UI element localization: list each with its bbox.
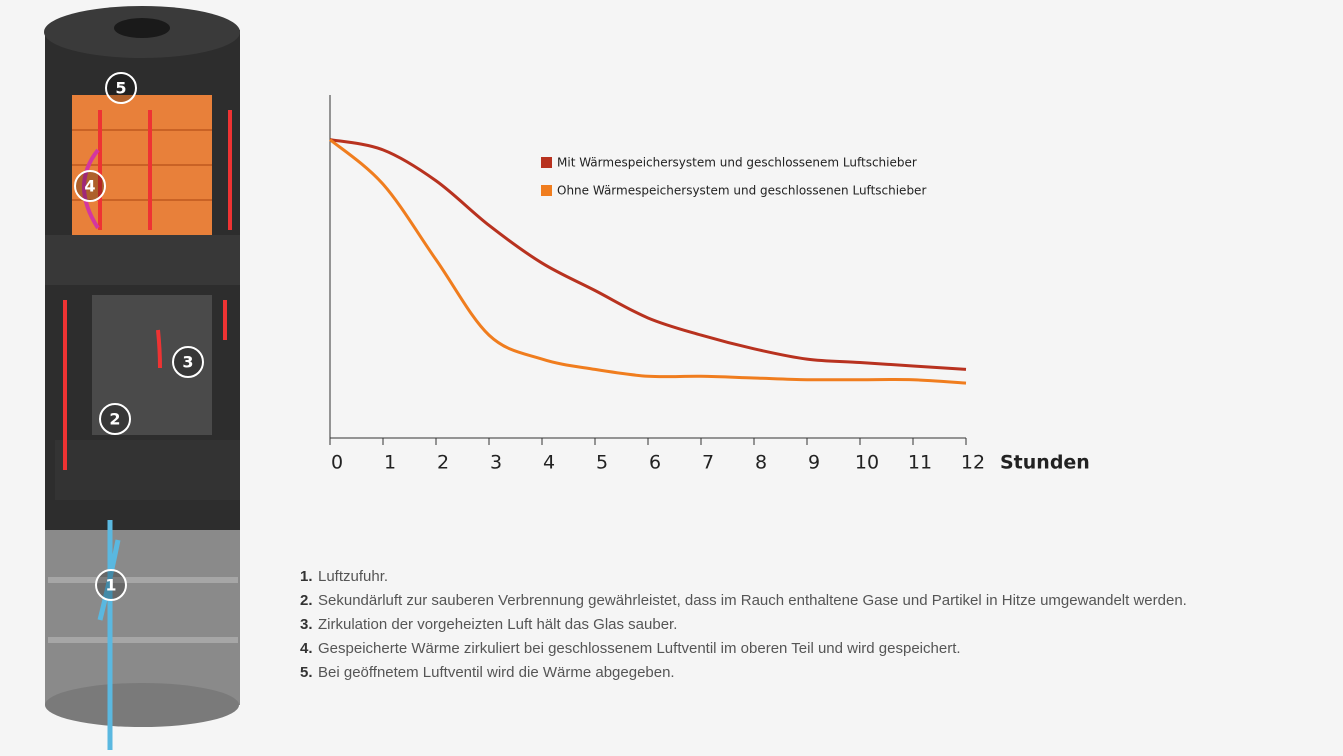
x-tick-label: 2 xyxy=(437,452,449,474)
x-tick-label: 8 xyxy=(755,452,767,474)
page: 123450123456789101112StundenMit Wärmespe… xyxy=(0,0,1343,756)
x-tick-label: 4 xyxy=(543,452,555,474)
note-number: 3. xyxy=(300,613,318,637)
legend-label: Mit Wärmespeichersystem und geschlossene… xyxy=(557,156,917,170)
x-tick-label: 9 xyxy=(808,452,820,474)
stove-marker-label: 2 xyxy=(109,410,120,429)
notes-list: 1.Luftzufuhr.2.Sekundärluft zur sauberen… xyxy=(300,565,1260,685)
x-tick-label: 12 xyxy=(961,452,985,474)
x-tick-label: 3 xyxy=(490,452,502,474)
stove-marker-label: 3 xyxy=(182,353,193,372)
stove-marker-label: 1 xyxy=(105,576,116,595)
note-number: 1. xyxy=(300,565,318,589)
stove-marker-label: 5 xyxy=(115,79,126,98)
note-number: 4. xyxy=(300,637,318,661)
stove xyxy=(44,6,240,750)
legend-label: Ohne Wärmespeichersystem und geschlossen… xyxy=(557,184,926,198)
x-tick-label: 5 xyxy=(596,452,608,474)
note: 4.Gespeicherte Wärme zirkuliert bei gesc… xyxy=(300,637,1260,661)
note: 3.Zirkulation der vorgeheizten Luft hält… xyxy=(300,613,1260,637)
note-text: Sekundärluft zur sauberen Verbrennung ge… xyxy=(318,589,1187,613)
note: 2.Sekundärluft zur sauberen Verbrennung … xyxy=(300,589,1260,613)
x-tick-label: 7 xyxy=(702,452,714,474)
series-line xyxy=(330,140,966,370)
note-text: Zirkulation der vorgeheizten Luft hält d… xyxy=(318,613,677,637)
legend-swatch xyxy=(541,157,552,168)
stove-marker-label: 4 xyxy=(84,177,95,196)
note-number: 5. xyxy=(300,661,318,685)
note-text: Bei geöffnetem Luftventil wird die Wärme… xyxy=(318,661,675,685)
x-tick-label: 1 xyxy=(384,452,396,474)
x-tick-label: 11 xyxy=(908,452,932,474)
series-line xyxy=(330,140,966,384)
x-tick-label: 0 xyxy=(331,452,343,474)
note: 5.Bei geöffnetem Luftventil wird die Wär… xyxy=(300,661,1260,685)
note: 1.Luftzufuhr. xyxy=(300,565,1260,589)
note-text: Gespeicherte Wärme zirkuliert bei geschl… xyxy=(318,637,961,661)
x-tick-label: 6 xyxy=(649,452,661,474)
legend-swatch xyxy=(541,185,552,196)
note-text: Luftzufuhr. xyxy=(318,565,388,589)
x-axis-label: Stunden xyxy=(1000,452,1090,474)
note-number: 2. xyxy=(300,589,318,613)
x-tick-label: 10 xyxy=(855,452,879,474)
